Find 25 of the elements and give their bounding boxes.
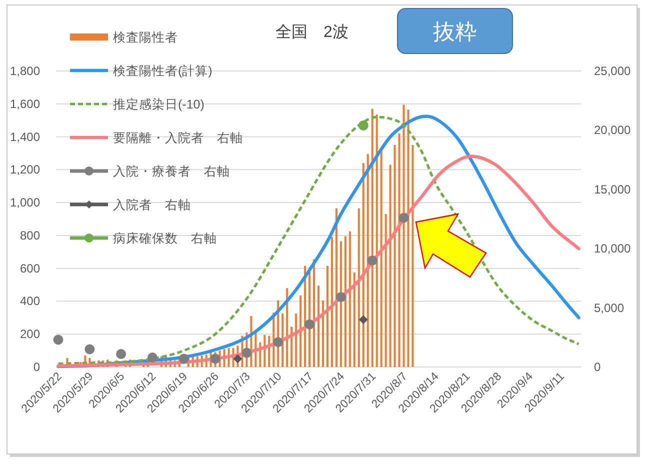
y2-tick-label: 5,000 <box>594 300 624 315</box>
y2-tick-label: 15,000 <box>594 182 632 196</box>
y2-tick-label: 0 <box>594 360 601 374</box>
y-tick-label: 1,000 <box>10 196 40 210</box>
legend-label: 入院・療養者 右軸 <box>113 164 230 178</box>
legend-label: 検査陽性者 <box>113 30 178 44</box>
legend-label: 検査陽性者(計算) <box>113 64 212 78</box>
y-tick-label: 200 <box>20 327 40 342</box>
legend-label: 要隔離・入院者 右軸 <box>113 131 243 145</box>
y-tick-label: 1,800 <box>10 64 40 78</box>
y-tick-label: 1,200 <box>10 162 40 177</box>
chart-title: 全国 2波 <box>276 23 348 41</box>
y2-tick-label: 25,000 <box>594 64 632 78</box>
y-tick-label: 600 <box>20 261 40 276</box>
legend-label: 推定感染日(-10) <box>113 98 204 112</box>
y-tick-label: 0 <box>33 360 40 374</box>
text: 抜粋 <box>433 19 477 44</box>
y2-tick-label: 10,000 <box>594 242 632 256</box>
legend-label: 入院者 右軸 <box>113 198 191 212</box>
y-tick-label: 1,600 <box>10 96 40 111</box>
legend-label: 病床確保数 右軸 <box>113 232 217 246</box>
y2-tick-label: 20,000 <box>594 123 632 138</box>
y-tick-label: 800 <box>20 228 40 242</box>
y-tick-label: 400 <box>20 294 40 308</box>
y-tick-label: 1,400 <box>10 130 40 144</box>
